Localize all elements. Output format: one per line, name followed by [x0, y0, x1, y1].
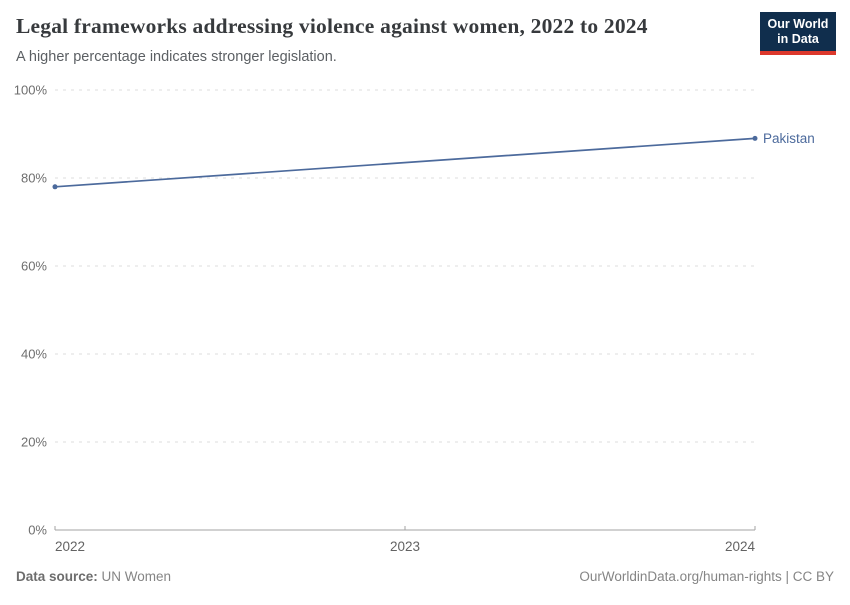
- y-axis-tick-label: 40%: [21, 347, 47, 362]
- series-line-pakistan[interactable]: [54, 137, 756, 188]
- owid-logo-line1: Our World: [767, 17, 829, 31]
- y-axis-tick-label: 80%: [21, 171, 47, 186]
- y-axis-tick-label: 0%: [28, 523, 47, 538]
- data-point-pakistan-2022[interactable]: [52, 184, 58, 190]
- x-axis-tick-label: 2023: [390, 539, 420, 554]
- data-source-value[interactable]: UN Women: [101, 569, 172, 584]
- series-label-pakistan[interactable]: Pakistan: [763, 131, 815, 146]
- data-source-label: Data source:: [16, 569, 98, 584]
- data-source: Data source: UN Women: [16, 569, 171, 584]
- chart-title: Legal frameworks addressing violence aga…: [16, 14, 648, 38]
- owid-logo[interactable]: Our World in Data: [760, 12, 836, 55]
- x-axis-tick-label: 2024: [725, 539, 756, 554]
- chart-subtitle: A higher percentage indicates stronger l…: [16, 49, 337, 65]
- footer: Data source: UN Women OurWorldinData.org…: [16, 569, 834, 584]
- owid-logo-line2: in Data: [777, 31, 819, 46]
- y-axis-tick-label: 100%: [14, 83, 48, 98]
- y-axis-tick-label: 20%: [21, 435, 47, 450]
- attribution-link[interactable]: OurWorldinData.org/human-rights | CC BY: [579, 569, 834, 584]
- y-axis-tick-label: 60%: [21, 259, 47, 274]
- data-point-pakistan-2024[interactable]: [752, 135, 758, 141]
- x-axis-tick-label: 2022: [55, 539, 85, 554]
